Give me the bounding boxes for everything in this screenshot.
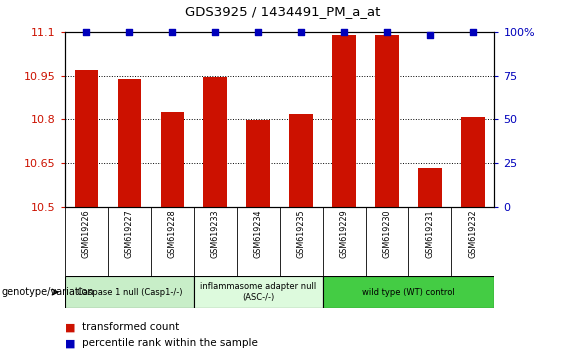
Text: genotype/variation: genotype/variation bbox=[1, 287, 94, 297]
Text: percentile rank within the sample: percentile rank within the sample bbox=[82, 338, 258, 348]
Bar bbox=[246, 120, 270, 207]
Bar bbox=[323, 276, 494, 308]
Text: Caspase 1 null (Casp1-/-): Caspase 1 null (Casp1-/-) bbox=[77, 287, 182, 297]
Point bbox=[254, 29, 263, 35]
Text: ■: ■ bbox=[65, 322, 79, 332]
Bar bbox=[461, 116, 485, 207]
Point bbox=[425, 33, 434, 38]
Text: transformed count: transformed count bbox=[82, 322, 179, 332]
Bar bbox=[75, 70, 98, 207]
Text: ■: ■ bbox=[65, 338, 79, 348]
Point bbox=[125, 29, 134, 35]
Text: GSM619231: GSM619231 bbox=[425, 209, 434, 258]
Point bbox=[468, 29, 477, 35]
Text: GSM619235: GSM619235 bbox=[297, 209, 306, 258]
Point bbox=[340, 29, 349, 35]
Bar bbox=[160, 112, 184, 207]
Text: GSM619228: GSM619228 bbox=[168, 209, 177, 258]
Text: GSM619227: GSM619227 bbox=[125, 209, 134, 258]
Point bbox=[168, 29, 177, 35]
Bar bbox=[375, 35, 399, 207]
Text: GSM619232: GSM619232 bbox=[468, 209, 477, 258]
Text: inflammasome adapter null
(ASC-/-): inflammasome adapter null (ASC-/-) bbox=[200, 282, 316, 302]
Text: GSM619230: GSM619230 bbox=[383, 209, 392, 258]
Text: GSM619233: GSM619233 bbox=[211, 209, 220, 258]
Bar bbox=[418, 168, 442, 207]
Text: GSM619234: GSM619234 bbox=[254, 209, 263, 258]
Text: wild type (WT) control: wild type (WT) control bbox=[362, 287, 455, 297]
Bar bbox=[203, 77, 227, 207]
Point bbox=[82, 29, 91, 35]
Point bbox=[297, 29, 306, 35]
Bar bbox=[194, 276, 323, 308]
Text: GSM619229: GSM619229 bbox=[340, 209, 349, 258]
Bar bbox=[118, 79, 141, 207]
Bar bbox=[65, 276, 194, 308]
Text: GDS3925 / 1434491_PM_a_at: GDS3925 / 1434491_PM_a_at bbox=[185, 5, 380, 18]
Text: GSM619226: GSM619226 bbox=[82, 209, 91, 258]
Bar bbox=[332, 35, 356, 207]
Bar bbox=[289, 114, 313, 207]
Point bbox=[383, 29, 392, 35]
Point bbox=[211, 29, 220, 35]
